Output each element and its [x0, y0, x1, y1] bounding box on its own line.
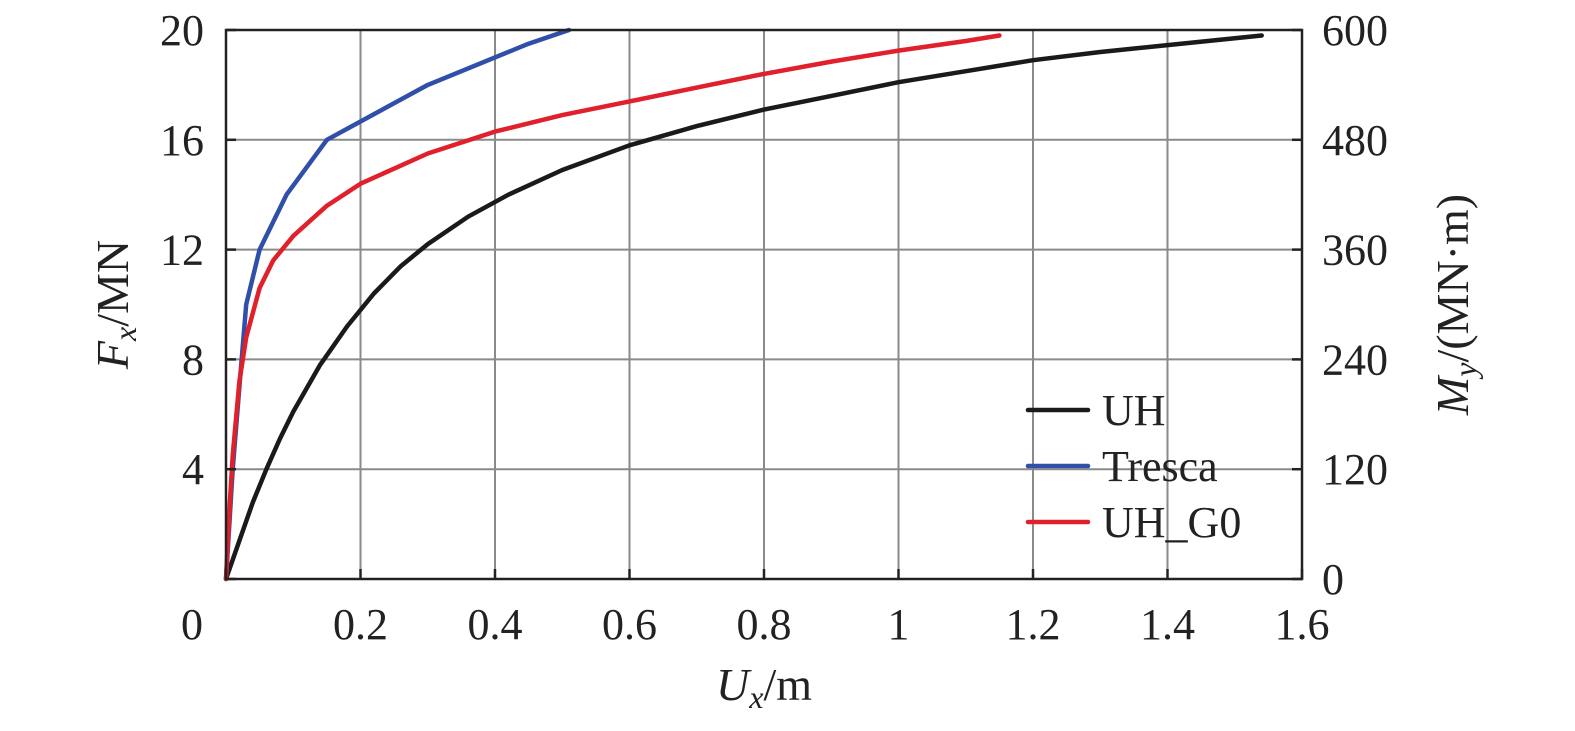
- y2-tick-label: 360: [1322, 226, 1388, 275]
- x-axis-unit: /m: [763, 659, 812, 710]
- legend-label-uh-g0: UH_G0: [1102, 498, 1241, 547]
- grid-lines: [226, 30, 1302, 579]
- y2-axis-title: My/(MN·m): [1427, 194, 1483, 416]
- axis-ticks: [224, 28, 1304, 581]
- x-tick-label: 1: [888, 600, 910, 649]
- y-tick-label: 8: [182, 335, 204, 384]
- y2-axis-unit: /(MN·m): [1427, 194, 1478, 363]
- y-axis-sub: x: [107, 327, 143, 342]
- legend-label-uh: UH: [1102, 386, 1166, 435]
- x-tick-labels: 0 0.2 0.4 0.6 0.8 1 1.2 1.4 1.6: [181, 600, 1330, 649]
- x-tick-label: 0.4: [468, 600, 523, 649]
- x-axis-var: U: [716, 659, 752, 710]
- legend-label-tresca: Tresca: [1102, 442, 1218, 491]
- y2-tick-label: 0: [1322, 555, 1344, 604]
- series-line-uh-g0: [223, 33, 1002, 582]
- y2-tick-label: 600: [1322, 6, 1388, 55]
- y-tick-label: 4: [182, 445, 204, 494]
- x-tick-label: 0.8: [737, 600, 792, 649]
- series-line-uh: [223, 33, 1264, 582]
- x-axis-title: Ux/m: [716, 659, 812, 715]
- y-tick-labels: 4 8 12 16 20: [160, 6, 204, 494]
- y-axis-var: F: [87, 340, 138, 370]
- x-tick-label: 0: [181, 600, 203, 649]
- x-tick-label: 0.2: [333, 600, 388, 649]
- y2-axis-sub: y: [1447, 362, 1483, 380]
- x-tick-label: 0.6: [602, 600, 657, 649]
- series-line-tresca: [223, 27, 572, 582]
- y2-tick-labels: 0 120 240 360 480 600: [1322, 6, 1388, 604]
- y-tick-label: 12: [160, 226, 204, 275]
- y2-tick-label: 120: [1322, 445, 1388, 494]
- y-axis-unit: /MN: [87, 240, 138, 327]
- x-tick-label: 1.6: [1275, 600, 1330, 649]
- x-axis-sub: x: [748, 679, 763, 715]
- x-tick-label: 1.2: [1006, 600, 1061, 649]
- y-tick-label: 16: [160, 116, 204, 165]
- y-tick-label: 20: [160, 6, 204, 55]
- y2-tick-label: 240: [1322, 335, 1388, 384]
- legend: UH Tresca UH_G0: [1025, 386, 1241, 547]
- series-lines: [223, 27, 1264, 582]
- y2-tick-label: 480: [1322, 116, 1388, 165]
- x-tick-label: 1.4: [1140, 600, 1195, 649]
- y2-axis-var: M: [1427, 374, 1478, 416]
- y-axis-title: Fx/MN: [87, 240, 143, 370]
